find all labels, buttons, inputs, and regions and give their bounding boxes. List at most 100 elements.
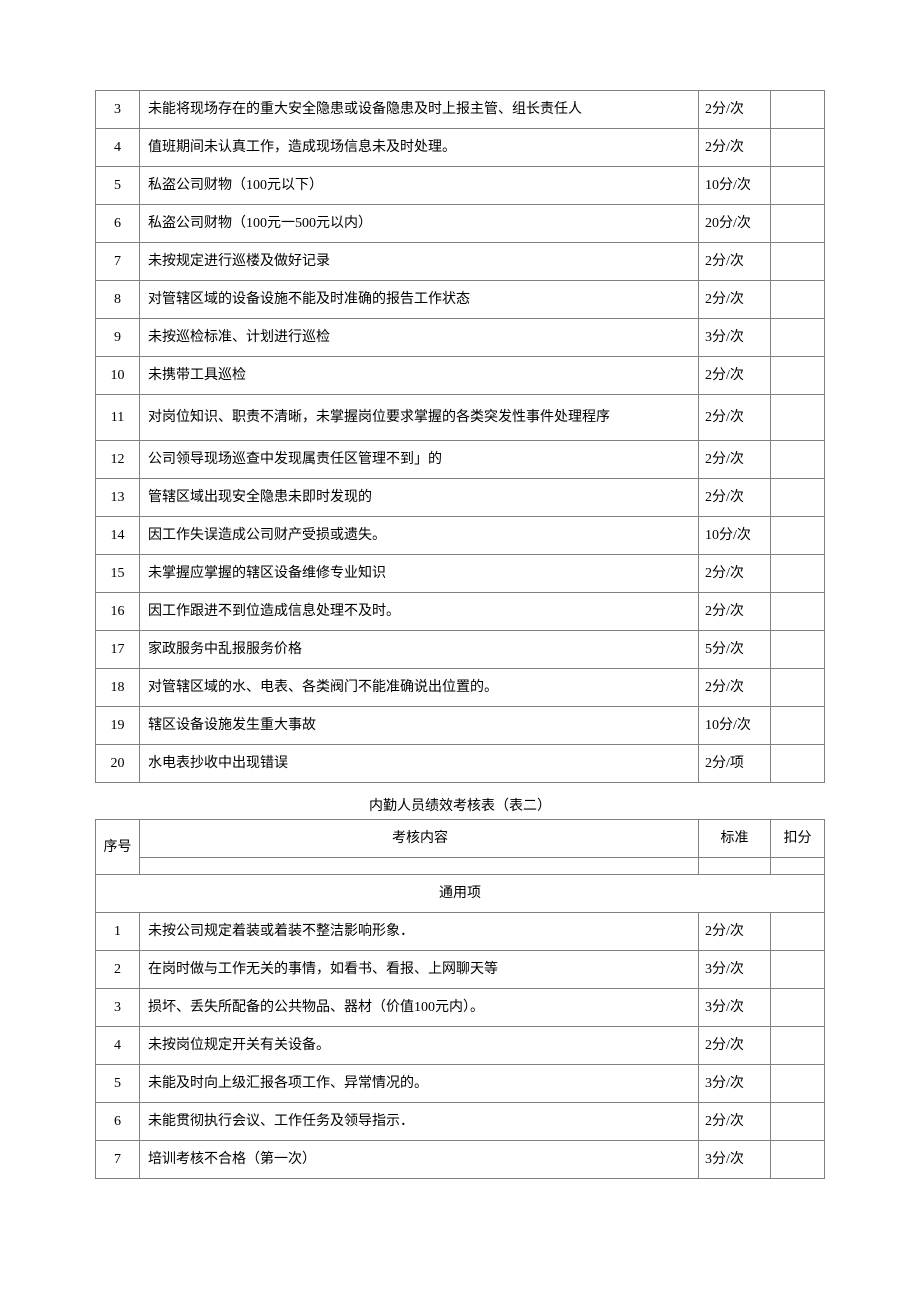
row-content: 未按公司规定着装或着装不整洁影响形象． (140, 913, 699, 951)
row-content: 未按岗位规定开关有关设备。 (140, 1027, 699, 1065)
row-deduct (771, 357, 825, 395)
row-deduct (771, 707, 825, 745)
table-row: 8对管辖区域的设备设施不能及时准确的报告工作状态2分/次 (96, 281, 825, 319)
row-standard: 3分/次 (699, 319, 771, 357)
row-content: 私盗公司财物（100元以下） (140, 167, 699, 205)
row-number: 6 (96, 205, 140, 243)
row-deduct (771, 593, 825, 631)
row-standard: 3分/次 (699, 1141, 771, 1179)
table-row: 7未按规定进行巡楼及做好记录2分/次 (96, 243, 825, 281)
row-standard: 10分/次 (699, 517, 771, 555)
table2-header-row: 序号 考核内容 标准 扣分 (96, 820, 825, 858)
row-deduct (771, 1027, 825, 1065)
header-std: 标准 (699, 820, 771, 858)
row-number: 3 (96, 91, 140, 129)
table-row: 20水电表抄收中出现错误2分/项 (96, 745, 825, 783)
row-deduct (771, 745, 825, 783)
row-standard: 3分/次 (699, 951, 771, 989)
row-number: 1 (96, 913, 140, 951)
row-deduct (771, 441, 825, 479)
row-standard: 2分/次 (699, 395, 771, 441)
table-row: 10未携带工具巡检2分/次 (96, 357, 825, 395)
row-number: 14 (96, 517, 140, 555)
row-standard: 2分/次 (699, 669, 771, 707)
row-number: 17 (96, 631, 140, 669)
row-content: 在岗时做与工作无关的事情，如看书、看报、上网聊天等 (140, 951, 699, 989)
row-standard: 2分/次 (699, 1027, 771, 1065)
row-number: 5 (96, 167, 140, 205)
row-deduct (771, 669, 825, 707)
header-empty (771, 858, 825, 875)
row-standard: 20分/次 (699, 205, 771, 243)
row-standard: 2分/次 (699, 357, 771, 395)
row-standard: 2分/次 (699, 129, 771, 167)
row-deduct (771, 91, 825, 129)
assessment-table-2: 序号 考核内容 标准 扣分 通用项 1未按公司规定着装或着装不整洁影响形象．2分… (95, 819, 825, 1179)
table2-section-row: 通用项 (96, 875, 825, 913)
row-number: 3 (96, 989, 140, 1027)
row-deduct (771, 555, 825, 593)
header-deduct: 扣分 (771, 820, 825, 858)
row-standard: 2分/次 (699, 243, 771, 281)
row-content: 未按巡检标准、计划进行巡检 (140, 319, 699, 357)
row-number: 20 (96, 745, 140, 783)
header-empty (140, 858, 699, 875)
row-deduct (771, 631, 825, 669)
row-number: 11 (96, 395, 140, 441)
row-content: 未能及时向上级汇报各项工作、异常情况的。 (140, 1065, 699, 1103)
row-deduct (771, 167, 825, 205)
table2-header-row-2 (96, 858, 825, 875)
row-deduct (771, 951, 825, 989)
row-number: 19 (96, 707, 140, 745)
row-number: 7 (96, 243, 140, 281)
row-number: 18 (96, 669, 140, 707)
header-empty (699, 858, 771, 875)
row-standard: 2分/次 (699, 913, 771, 951)
row-deduct (771, 913, 825, 951)
row-deduct (771, 319, 825, 357)
row-number: 7 (96, 1141, 140, 1179)
row-number: 13 (96, 479, 140, 517)
table-row: 3损坏、丢失所配备的公共物品、器材（价值100元内）。3分/次 (96, 989, 825, 1027)
row-standard: 2分/次 (699, 441, 771, 479)
table-row: 6未能贯彻执行会议、工作任务及领导指示．2分/次 (96, 1103, 825, 1141)
table-row: 2在岗时做与工作无关的事情，如看书、看报、上网聊天等3分/次 (96, 951, 825, 989)
row-deduct (771, 479, 825, 517)
table-row: 16因工作跟进不到位造成信息处理不及时。2分/次 (96, 593, 825, 631)
row-content: 未能将现场存在的重大安全隐患或设备隐患及时上报主管、组长责任人 (140, 91, 699, 129)
table2-title: 内勤人员绩效考核表（表二） (95, 783, 825, 819)
row-content: 值班期间未认真工作，造成现场信息未及时处理。 (140, 129, 699, 167)
row-standard: 2分/次 (699, 91, 771, 129)
header-content: 考核内容 (140, 820, 699, 858)
row-content: 公司领导现场巡查中发现属责任区管理不到」的 (140, 441, 699, 479)
row-deduct (771, 205, 825, 243)
row-number: 12 (96, 441, 140, 479)
row-deduct (771, 989, 825, 1027)
row-number: 16 (96, 593, 140, 631)
row-standard: 2分/次 (699, 1103, 771, 1141)
row-content: 对岗位知识、职责不清晰，未掌握岗位要求掌握的各类突发性事件处理程序 (140, 395, 699, 441)
table-row: 17家政服务中乱报服务价格5分/次 (96, 631, 825, 669)
row-deduct (771, 281, 825, 319)
table-row: 12公司领导现场巡查中发现属责任区管理不到」的2分/次 (96, 441, 825, 479)
row-standard: 10分/次 (699, 707, 771, 745)
table-row: 4值班期间未认真工作，造成现场信息未及时处理。2分/次 (96, 129, 825, 167)
table-row: 14因工作失误造成公司财产受损或遗失。10分/次 (96, 517, 825, 555)
row-standard: 2分/次 (699, 593, 771, 631)
row-standard: 2分/项 (699, 745, 771, 783)
table-row: 1未按公司规定着装或着装不整洁影响形象．2分/次 (96, 913, 825, 951)
row-deduct (771, 1103, 825, 1141)
row-number: 2 (96, 951, 140, 989)
row-content: 未按规定进行巡楼及做好记录 (140, 243, 699, 281)
row-deduct (771, 1065, 825, 1103)
row-standard: 5分/次 (699, 631, 771, 669)
row-content: 对管辖区域的设备设施不能及时准确的报告工作状态 (140, 281, 699, 319)
row-content: 培训考核不合格（第一次） (140, 1141, 699, 1179)
row-deduct (771, 243, 825, 281)
table-row: 5私盗公司财物（100元以下）10分/次 (96, 167, 825, 205)
row-deduct (771, 517, 825, 555)
row-standard: 2分/次 (699, 555, 771, 593)
row-content: 家政服务中乱报服务价格 (140, 631, 699, 669)
row-number: 4 (96, 1027, 140, 1065)
row-content: 因工作失误造成公司财产受损或遗失。 (140, 517, 699, 555)
